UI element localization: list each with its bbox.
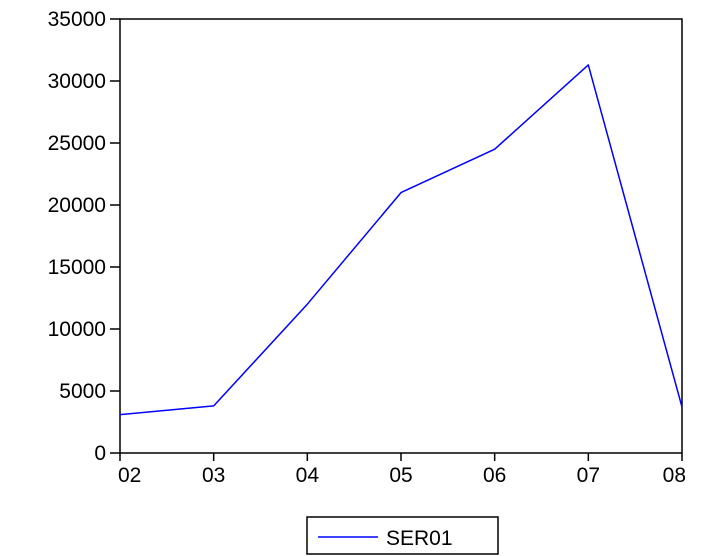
y-tick-label: 5000 bbox=[59, 380, 106, 403]
x-tick-label: 08 bbox=[663, 464, 686, 487]
x-tick-label: 06 bbox=[483, 464, 506, 487]
legend-label: SER01 bbox=[386, 527, 453, 550]
series-line-ser01 bbox=[119, 64, 683, 416]
x-tick-label: 07 bbox=[577, 464, 600, 487]
y-tick-label: 25000 bbox=[48, 132, 106, 155]
series-layer bbox=[119, 64, 683, 416]
x-tick-label: 03 bbox=[202, 464, 225, 487]
y-tick-label: 10000 bbox=[48, 318, 106, 341]
x-tick-label: 02 bbox=[118, 464, 141, 487]
y-tick-label: 20000 bbox=[48, 194, 106, 217]
y-axis: 0 5000 10000 15000 20000 25000 30000 35000 bbox=[48, 8, 120, 465]
y-tick-label: 15000 bbox=[48, 256, 106, 279]
x-axis: 02 03 04 05 06 07 08 bbox=[118, 453, 686, 487]
x-tick-label: 05 bbox=[389, 464, 412, 487]
y-tick-label: 35000 bbox=[48, 8, 106, 31]
x-tick-label: 04 bbox=[296, 464, 320, 487]
plot-frame bbox=[119, 18, 683, 454]
legend-box bbox=[306, 516, 499, 555]
legend: SER01 bbox=[306, 516, 499, 555]
y-tick-label: 30000 bbox=[48, 70, 106, 93]
y-tick-label: 0 bbox=[94, 442, 106, 465]
